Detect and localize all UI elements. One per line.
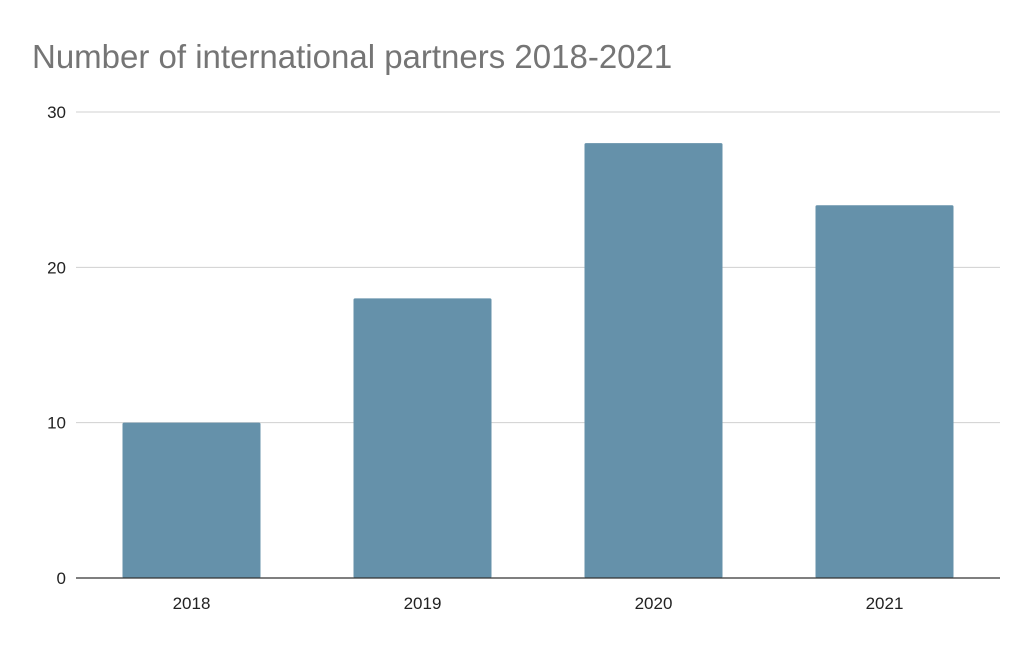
- chart-title: Number of international partners 2018-20…: [32, 38, 673, 75]
- bar-2020: [584, 143, 723, 579]
- y-tick-label: 10: [47, 414, 66, 433]
- x-tick-label: 2018: [173, 594, 211, 613]
- bar-2021: [815, 205, 954, 578]
- x-tick-label: 2020: [635, 594, 673, 613]
- y-tick-label: 20: [47, 258, 66, 277]
- y-tick-label: 0: [57, 569, 66, 588]
- x-tick-label: 2019: [404, 594, 442, 613]
- x-tick-label: 2021: [866, 594, 904, 613]
- bar-2019: [353, 298, 492, 578]
- bar-2018: [122, 422, 261, 578]
- y-tick-label: 30: [47, 103, 66, 122]
